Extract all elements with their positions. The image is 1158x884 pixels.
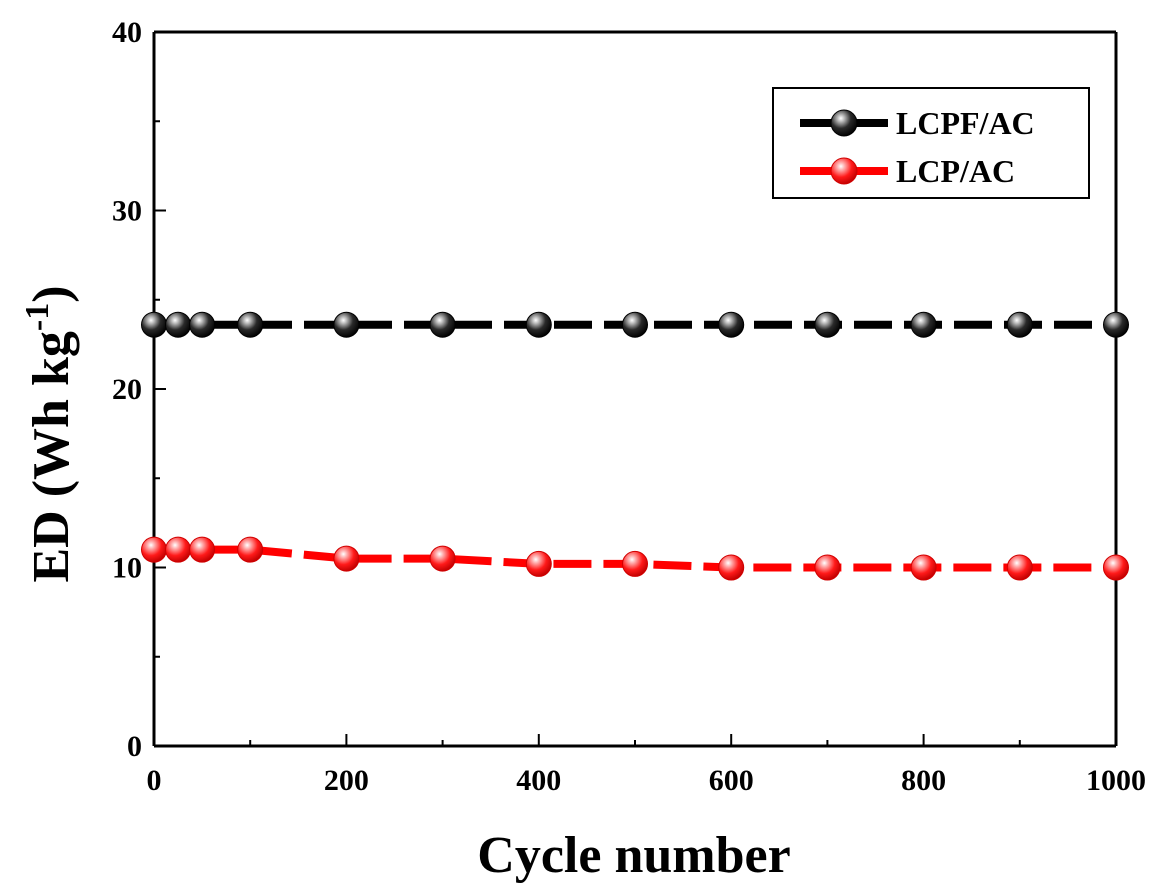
data-point [1103,311,1129,338]
data-point [237,536,264,563]
y-axis-title: ED (Wh kg-1) [19,285,80,582]
x-tick-label: 200 [324,764,369,797]
data-point [814,554,841,581]
legend-label: LCP/AC [896,153,1015,189]
x-tick-labels: 0 200 400 600 800 1000 [147,764,1147,797]
x-tick-label: 1000 [1086,764,1146,797]
data-point [141,536,167,563]
legend-label: LCPF/AC [896,105,1035,141]
legend-box [772,87,1090,199]
y-tick-label: 30 [112,195,142,228]
legend-item: LCPF/AC [800,105,1035,141]
data-point [165,311,192,338]
data-point [525,311,552,338]
data-point [333,311,360,338]
data-point [910,311,937,338]
x-axis-title: Cycle number [477,827,790,884]
series-LCPF/AC [141,311,1129,338]
data-point [165,536,192,563]
legend: LCPF/AC LCP/AC [772,87,1090,199]
data-point [333,545,360,572]
data-point [814,311,841,338]
legend-marker [830,157,858,185]
data-point [429,545,456,572]
legend-marker [830,109,858,137]
axes [152,30,1118,748]
x-tick-label: 400 [516,764,561,797]
data-point [1006,554,1033,581]
y-tick-label: 10 [112,552,142,585]
data-point [429,311,456,338]
y-axis-title-superscript: -1 [19,303,56,331]
legend-item: LCP/AC [800,153,1015,189]
x-tick-label: 600 [709,764,754,797]
y-axis-title-main: ED (Wh kg [23,331,80,582]
series-LCP/AC [141,536,1129,581]
x-tick-label: 800 [901,764,946,797]
data-point [189,311,216,338]
data-point [525,550,552,577]
data-point [237,311,264,338]
data-point [718,311,745,338]
data-point [141,311,167,338]
data-point [718,554,745,581]
y-tick-label: 40 [112,16,142,49]
y-tick-label: 20 [112,373,142,406]
data-point [189,536,216,563]
data-point [622,311,648,338]
data-point [1006,311,1033,338]
y-tick-label: 0 [127,730,142,763]
plot-area [141,311,1129,581]
y-tick-labels: 0 10 20 30 40 [112,16,142,763]
data-point [1103,554,1129,581]
data-point [910,554,937,581]
y-axis-title-close: ) [23,285,80,302]
data-point [622,550,648,577]
x-tick-label: 0 [147,764,162,797]
